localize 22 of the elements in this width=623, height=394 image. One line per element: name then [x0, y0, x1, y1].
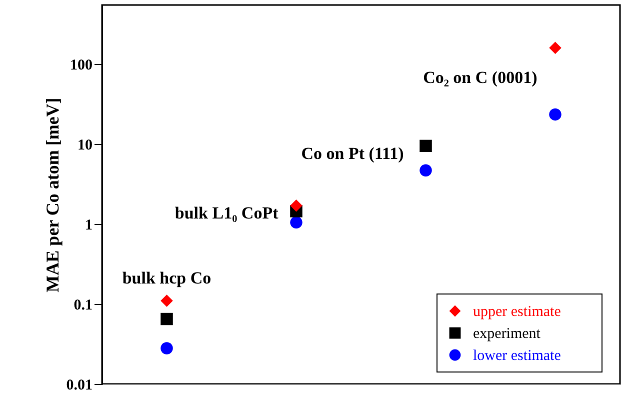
legend-label: upper estimate — [473, 304, 562, 320]
point — [290, 200, 302, 212]
y-tick-label: 0.1 — [74, 298, 92, 314]
y-tick-label: 100 — [70, 58, 92, 74]
annotation: bulk hcp Co — [122, 268, 212, 288]
point — [160, 312, 173, 326]
point — [549, 42, 562, 54]
y-tick-label: 10 — [78, 138, 92, 154]
y-axis-title: MAE per Co atom [meV] — [42, 98, 62, 292]
y-tick-label: 1 — [85, 218, 92, 234]
point — [160, 294, 173, 307]
y-tick-label: 0.01 — [66, 378, 92, 394]
point — [290, 216, 302, 229]
point — [549, 108, 562, 121]
annotation: Co on Pt (111) — [301, 144, 404, 163]
point — [160, 342, 173, 354]
annotation: bulk L1₀ CoPt — [174, 204, 279, 223]
point — [420, 140, 432, 152]
point — [420, 164, 432, 176]
annotation: Co₂ on C (0001) — [423, 68, 538, 87]
legend-label: experiment — [473, 326, 542, 342]
legend-label: lower estimate — [473, 348, 562, 364]
